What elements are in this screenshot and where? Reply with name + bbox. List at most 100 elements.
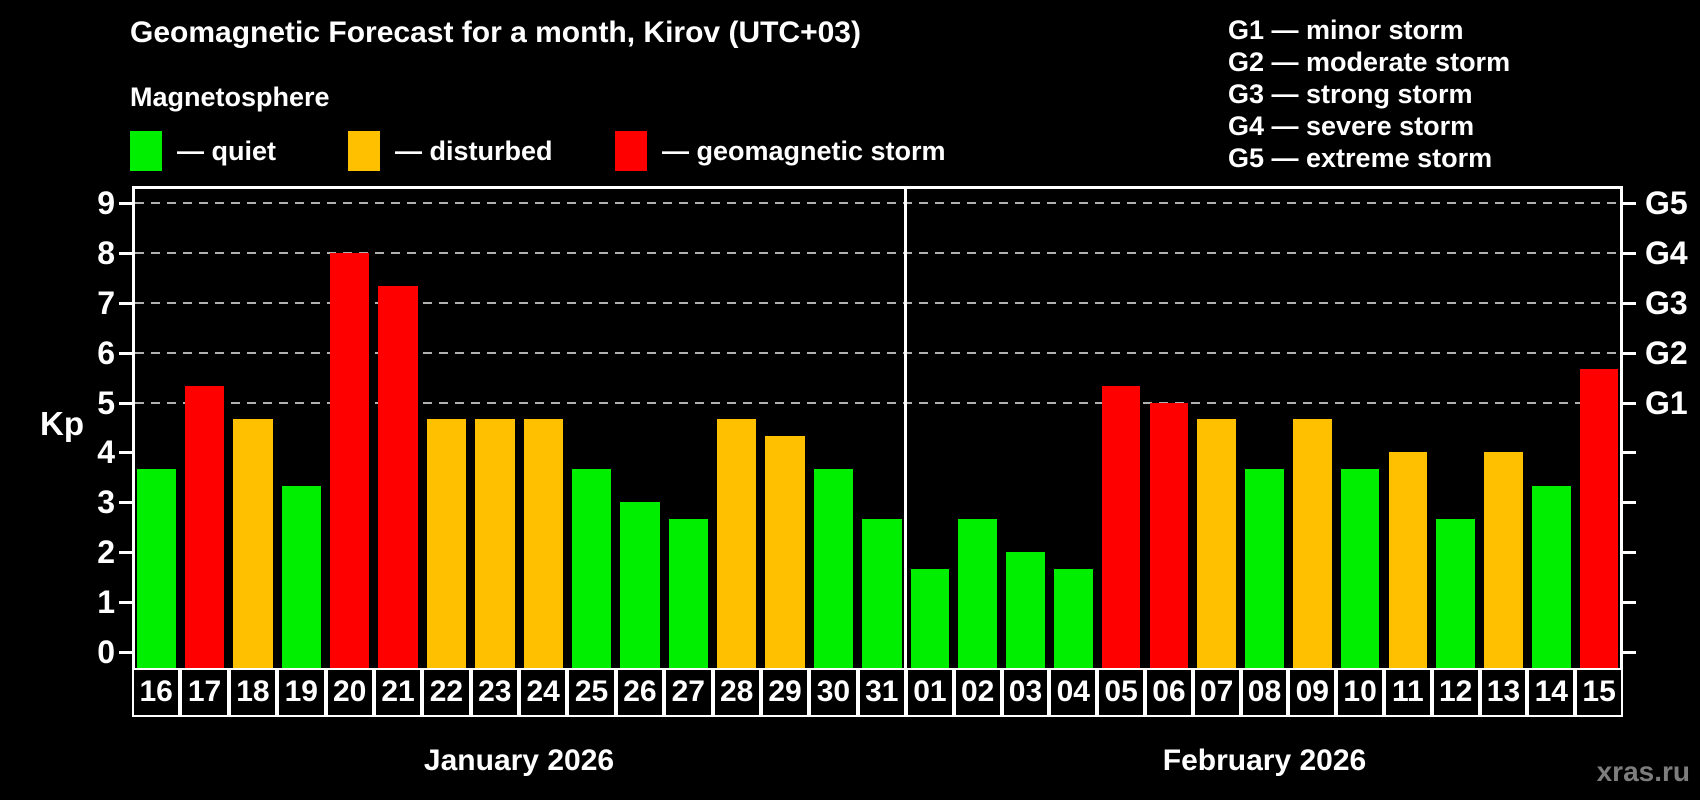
kp-bar — [1340, 468, 1380, 668]
day-label: 18 — [228, 668, 278, 717]
month-divider-line — [904, 186, 907, 668]
g-legend-item: G2 — moderate storm — [1228, 47, 1511, 77]
kp-bar — [765, 435, 805, 668]
kp-bar — [1053, 568, 1093, 668]
y-axis-label: 5 — [97, 384, 115, 421]
y-axis-tick-left — [119, 351, 132, 355]
kp-bar — [233, 419, 273, 668]
y-axis-tick-right — [1623, 351, 1636, 355]
kp-bar — [958, 518, 998, 668]
gridline — [135, 201, 1620, 204]
y-axis-label: 3 — [97, 484, 115, 521]
y-axis-label: 7 — [97, 284, 115, 321]
day-label: 29 — [760, 668, 810, 717]
gridline — [135, 251, 1620, 254]
y-axis-label: 1 — [97, 584, 115, 621]
legend-item-quiet: — quiet — [130, 130, 276, 172]
y-axis-tick-left — [119, 551, 132, 555]
day-label: 11 — [1384, 668, 1432, 717]
y-axis-tick-right — [1623, 401, 1636, 405]
g-axis-label: G3 — [1645, 284, 1688, 321]
kp-bar — [571, 468, 612, 668]
kp-bar — [1006, 552, 1045, 668]
gridline — [135, 401, 1620, 404]
y-axis-tick-right — [1623, 601, 1636, 605]
gridline — [135, 301, 1620, 304]
y-axis-tick-left — [119, 451, 132, 455]
y-axis-tick-right — [1623, 251, 1636, 255]
legend-item-disturbed: — disturbed — [348, 130, 553, 172]
day-label: 28 — [712, 668, 761, 717]
day-label: 04 — [1049, 668, 1098, 717]
day-label: 03 — [1001, 668, 1050, 717]
month-label: February 2026 — [1162, 744, 1367, 777]
kp-bar — [475, 419, 515, 668]
day-label: 19 — [277, 668, 326, 717]
kp-bar — [1484, 452, 1523, 668]
kp-bar — [862, 518, 902, 668]
day-label: 01 — [906, 668, 954, 717]
g-legend-item: G3 — strong storm — [1228, 79, 1473, 109]
day-label: 24 — [519, 668, 568, 717]
day-label: 16 — [132, 668, 181, 717]
storm-label: — geomagnetic storm — [662, 135, 946, 166]
day-label: 17 — [180, 668, 229, 717]
kp-bar — [1388, 452, 1428, 668]
day-label: 22 — [422, 668, 471, 717]
plot-border — [132, 186, 1623, 668]
day-label: 20 — [325, 668, 374, 717]
g-axis-label: G4 — [1645, 234, 1688, 271]
kp-bar — [1197, 419, 1237, 668]
day-label: 21 — [373, 668, 423, 717]
kp-bar — [378, 286, 418, 668]
day-label: 07 — [1192, 668, 1241, 717]
day-label: 25 — [567, 668, 616, 717]
day-label: 14 — [1527, 668, 1576, 717]
day-label: 09 — [1288, 668, 1337, 717]
magnetosphere-label: Magnetosphere — [130, 82, 330, 112]
quiet-label: — quiet — [177, 135, 276, 166]
kp-bar — [1579, 369, 1619, 668]
disturbed-label: — disturbed — [395, 135, 553, 166]
kp-bar — [1149, 402, 1189, 668]
kp-bar — [426, 419, 467, 668]
day-label: 13 — [1479, 668, 1528, 717]
day-label: 08 — [1240, 668, 1289, 717]
y-axis-tick-left — [119, 201, 132, 205]
day-label: 23 — [470, 668, 519, 717]
kp-bar — [523, 419, 563, 668]
y-axis-tick-left — [119, 501, 132, 505]
month-label: January 2026 — [423, 744, 615, 777]
chart-title: Geomagnetic Forecast for a month, Kirov … — [130, 16, 861, 49]
day-label: 15 — [1575, 668, 1623, 717]
kp-bar — [813, 468, 854, 668]
kp-bar — [281, 485, 321, 668]
gridline — [135, 351, 1620, 354]
day-label: 31 — [857, 668, 906, 717]
kp-bar — [184, 386, 225, 668]
kp-bar — [1531, 485, 1571, 668]
day-label: 02 — [953, 668, 1002, 717]
y-axis-tick-right — [1623, 451, 1636, 455]
y-axis-tick-right — [1623, 651, 1636, 654]
disturbed-color-swatch — [348, 131, 380, 171]
y-axis-label: 9 — [97, 184, 115, 221]
kp-bar — [1101, 386, 1141, 668]
kp-bar — [620, 502, 660, 668]
y-axis-label: 4 — [97, 434, 115, 471]
g-scale-legend: G1 — minor storm G2 — moderate storm G3 — … — [1228, 14, 1510, 174]
y-axis-tick-right — [1623, 551, 1636, 555]
day-label: 12 — [1431, 668, 1480, 717]
y-axis-tick-right — [1623, 301, 1636, 305]
y-axis-label: 8 — [97, 234, 115, 271]
g-legend-item: G1 — minor storm — [1228, 15, 1464, 45]
kp-axis-label: Kp — [40, 405, 84, 443]
y-axis-tick-left — [119, 601, 132, 605]
y-axis-tick-left — [119, 301, 132, 305]
day-label: 30 — [809, 668, 858, 717]
g-axis-label: G2 — [1645, 334, 1688, 371]
y-axis-tick-left — [119, 401, 132, 405]
kp-bar — [1292, 419, 1332, 668]
day-label: 27 — [664, 668, 713, 717]
